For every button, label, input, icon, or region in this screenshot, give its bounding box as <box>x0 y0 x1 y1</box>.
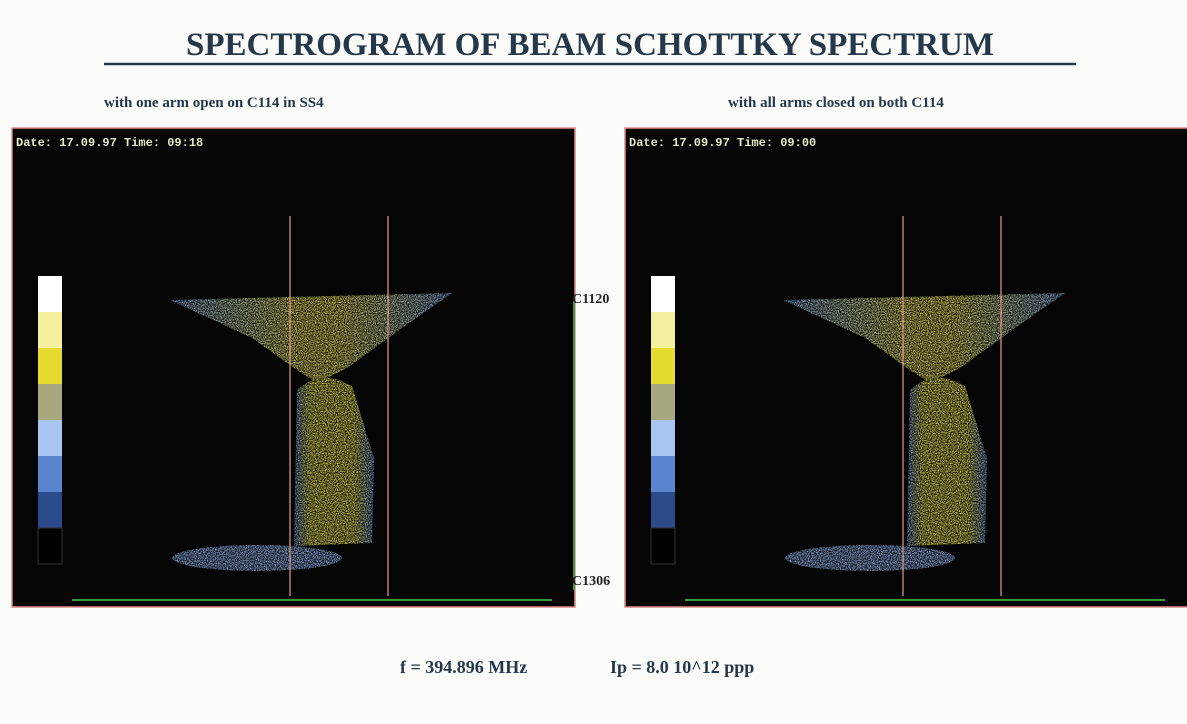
marker-label: C1120 <box>572 292 609 307</box>
timestamp: Date: 17.09.97 Time: 09:18 <box>16 136 203 150</box>
spectrogram-right: Date: 17.09.97 Time: 09:00 <box>625 128 1187 607</box>
spectrogram-left: Date: 17.09.97 Time: 09:18 <box>12 128 575 607</box>
footer-intensity: Ip = 8.0 10^12 ppp <box>610 657 754 677</box>
panel-caption: with one arm open on C114 in SS4 <box>104 95 324 111</box>
panel-caption: with all arms closed on both C114 <box>728 95 944 111</box>
timestamp: Date: 17.09.97 Time: 09:00 <box>629 136 816 150</box>
title: SPECTROGRAM OF BEAM SCHOTTKY SPECTRUM <box>186 27 994 63</box>
marker-label: C1306 <box>572 574 610 589</box>
footer-frequency: f = 394.896 MHz <box>400 657 527 677</box>
slide: SPECTROGRAM OF BEAM SCHOTTKY SPECTRUM wi… <box>0 0 1187 724</box>
